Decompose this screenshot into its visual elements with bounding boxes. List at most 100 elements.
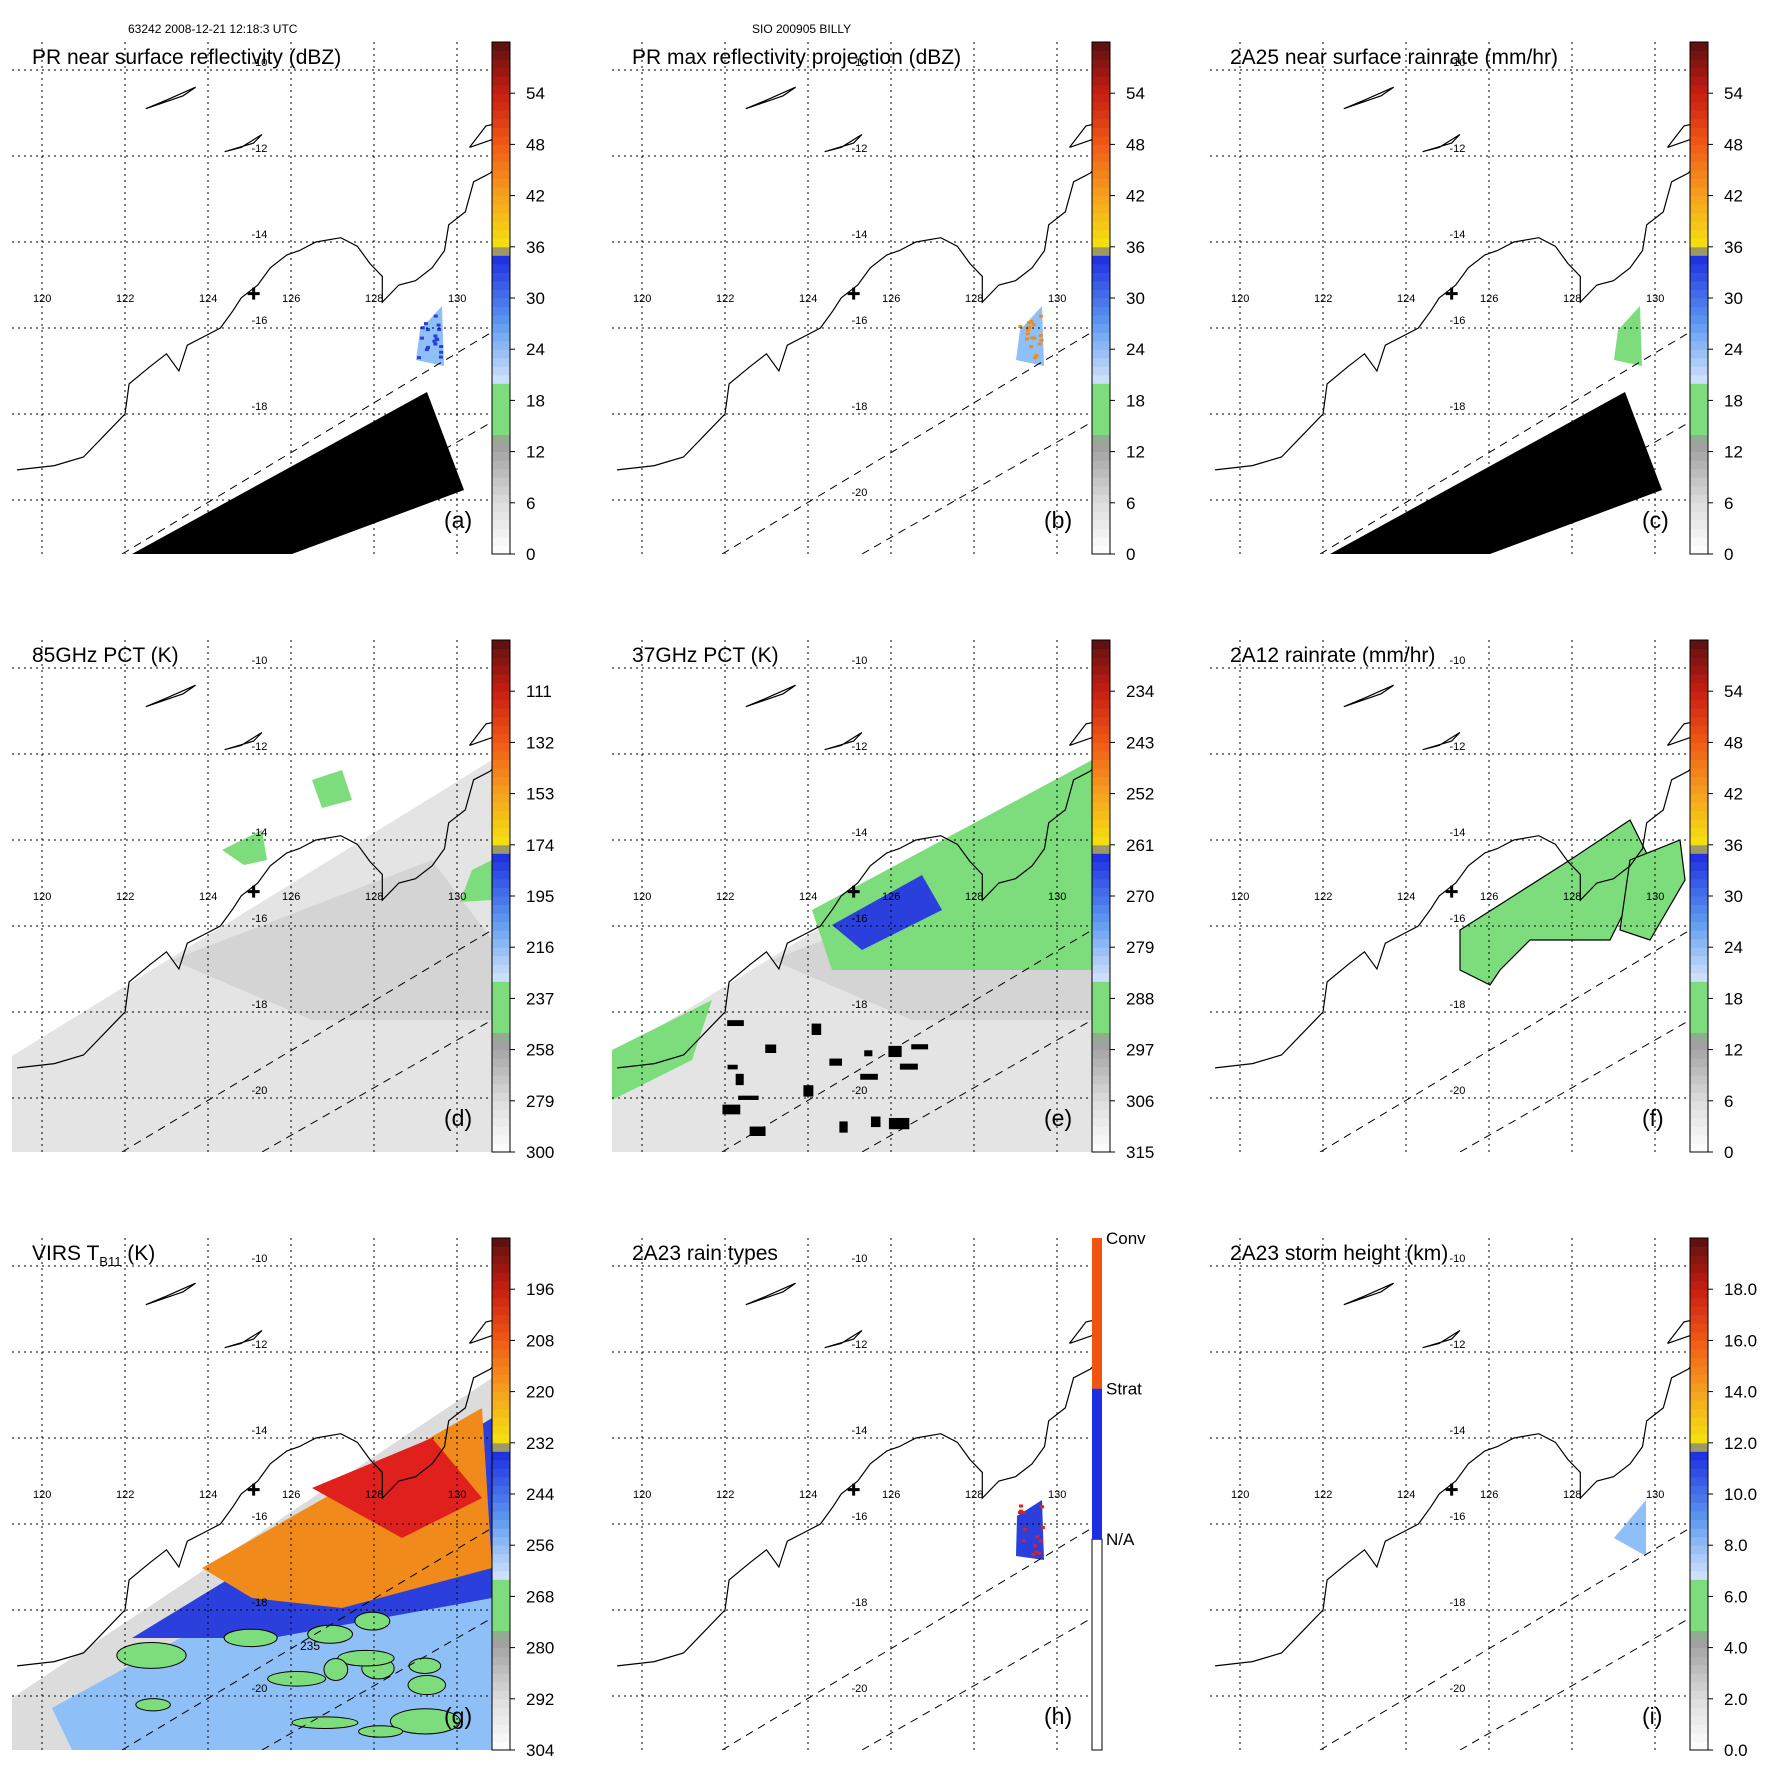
- colorbar-cell: [1092, 204, 1110, 214]
- colorbar-tick-label: 42: [526, 187, 545, 206]
- rain-pixel: [1037, 342, 1042, 346]
- colorbar-cell: [492, 511, 510, 521]
- island-outline: [145, 86, 196, 110]
- colorbar-tick-label: 268: [526, 1587, 554, 1606]
- lon-label: 126: [882, 1489, 900, 1501]
- colorbar-cell: [492, 212, 510, 222]
- panel-9: 120 122 124 126 128 130 -10 -12 -14 -16 -18 -20 2A23…: [1210, 1237, 1757, 1760]
- colorbar-cell: [492, 502, 510, 512]
- colorbar-cell: [492, 246, 510, 256]
- colorbar-cell: [1690, 1741, 1708, 1751]
- lat-label: -12: [852, 1339, 868, 1351]
- lat-label: -16: [252, 315, 268, 327]
- colorbar-cell: [492, 878, 510, 888]
- colorbar-cell: [492, 930, 510, 940]
- colorbar-cell: [1690, 1494, 1708, 1504]
- colorbar-tick-label: 220: [526, 1383, 554, 1402]
- panel-title: VIRS TB11 (K): [32, 1242, 155, 1269]
- colorbar-cell: [492, 1015, 510, 1025]
- colorbar-cell: [1092, 1075, 1110, 1085]
- colorbar-cell: [492, 50, 510, 60]
- rain-patch: [460, 860, 492, 902]
- rain-pixel: [439, 345, 444, 349]
- rain-pixel: [1032, 336, 1037, 340]
- colorbar-cell: [492, 1263, 510, 1273]
- virs-green-patch: [223, 1628, 278, 1648]
- colorbar-cell: [492, 298, 510, 308]
- lon-label: 130: [1646, 293, 1664, 305]
- colorbar-cell: [1092, 972, 1110, 982]
- lat-label: -14: [852, 1425, 868, 1437]
- colorbar-cell: [492, 59, 510, 69]
- colorbar-cell: [492, 451, 510, 461]
- lon-label: 124: [1397, 1489, 1415, 1501]
- colorbar-cell: [1690, 878, 1708, 888]
- storm-center-marker: [847, 1483, 860, 1496]
- panel-title: PR near surface reflectivity (dBZ): [32, 46, 341, 69]
- colorbar-cell: [492, 255, 510, 265]
- colorbar-cell: [1690, 1314, 1708, 1324]
- colorbar-tick-label: 42: [1724, 785, 1743, 804]
- rain-area: [1459, 819, 1651, 986]
- swath-edge: [261, 1617, 492, 1750]
- lat-label: -14: [1450, 229, 1466, 241]
- colorbar-cell: [1690, 904, 1708, 914]
- lat-label: -12: [852, 741, 868, 753]
- colorbar-tick-label: 36: [1126, 238, 1145, 257]
- colorbar-cell: [1690, 964, 1708, 974]
- colorbar-cell: [492, 938, 510, 948]
- colorbar-cell: [492, 708, 510, 718]
- colorbar-cell: [492, 1246, 510, 1256]
- island-outline: [145, 1282, 196, 1306]
- ice-scatter-blob: [899, 1063, 918, 1070]
- lat-label: -10: [852, 1253, 868, 1265]
- colorbar-cell: [1690, 144, 1708, 154]
- colorbar-cell: [1690, 1015, 1708, 1025]
- colorbar-cell: [492, 1306, 510, 1316]
- rain-patch: [312, 770, 352, 808]
- colorbar-cell: [1690, 357, 1708, 367]
- colorbar-cell: [492, 785, 510, 795]
- lat-label: -14: [252, 229, 268, 241]
- colorbar-cell: [492, 536, 510, 546]
- colorbar-cell: [1690, 204, 1708, 214]
- colorbar-cell: [1690, 263, 1708, 273]
- lon-label: 122: [1314, 293, 1332, 305]
- colorbar-cell: [492, 793, 510, 803]
- lat-label: -18: [252, 999, 268, 1011]
- colorbar-cell: [1092, 1058, 1110, 1068]
- colorbar-cell: [1092, 1041, 1110, 1051]
- colorbar-cell: [1690, 1109, 1708, 1119]
- colorbar-cell: [1092, 930, 1110, 940]
- colorbar-cell: [1690, 1100, 1708, 1110]
- colorbar-cell: [1690, 477, 1708, 487]
- lon-label: 124: [1397, 891, 1415, 903]
- colorbar-cell: [492, 1314, 510, 1324]
- colorbar-cell: [1690, 793, 1708, 803]
- lon-label: 120: [33, 293, 51, 305]
- lat-label: -12: [252, 741, 268, 753]
- colorbar-tick-label: 300: [526, 1143, 554, 1162]
- colorbar-cell: [1690, 340, 1708, 350]
- colorbar-cell: [1690, 1519, 1708, 1529]
- rain-pixel: [1025, 328, 1030, 332]
- lat-label: -10: [1450, 655, 1466, 667]
- lon-label: 124: [799, 293, 817, 305]
- lon-label: 122: [116, 1489, 134, 1501]
- colorbar-cell: [492, 1323, 510, 1333]
- colorbar-tick-label: 42: [1724, 187, 1743, 206]
- lon-label: 120: [33, 891, 51, 903]
- ice-scatter-blob: [829, 1058, 843, 1066]
- colorbar-cell: [1690, 93, 1708, 103]
- colorbar-cell: [1690, 1579, 1708, 1589]
- colorbar-cell: [1690, 67, 1708, 77]
- colorbar-cell: [492, 716, 510, 726]
- panel-label: (a): [444, 507, 472, 533]
- rain-type-pixel: [1040, 1505, 1045, 1509]
- colorbar-cell: [1690, 460, 1708, 470]
- colorbar-cell: [1092, 989, 1110, 999]
- colorbar-cell: [492, 195, 510, 205]
- colorbar-cell: [1690, 759, 1708, 769]
- swath-edge: [1319, 1527, 1690, 1750]
- lat-label: -10: [1450, 57, 1466, 69]
